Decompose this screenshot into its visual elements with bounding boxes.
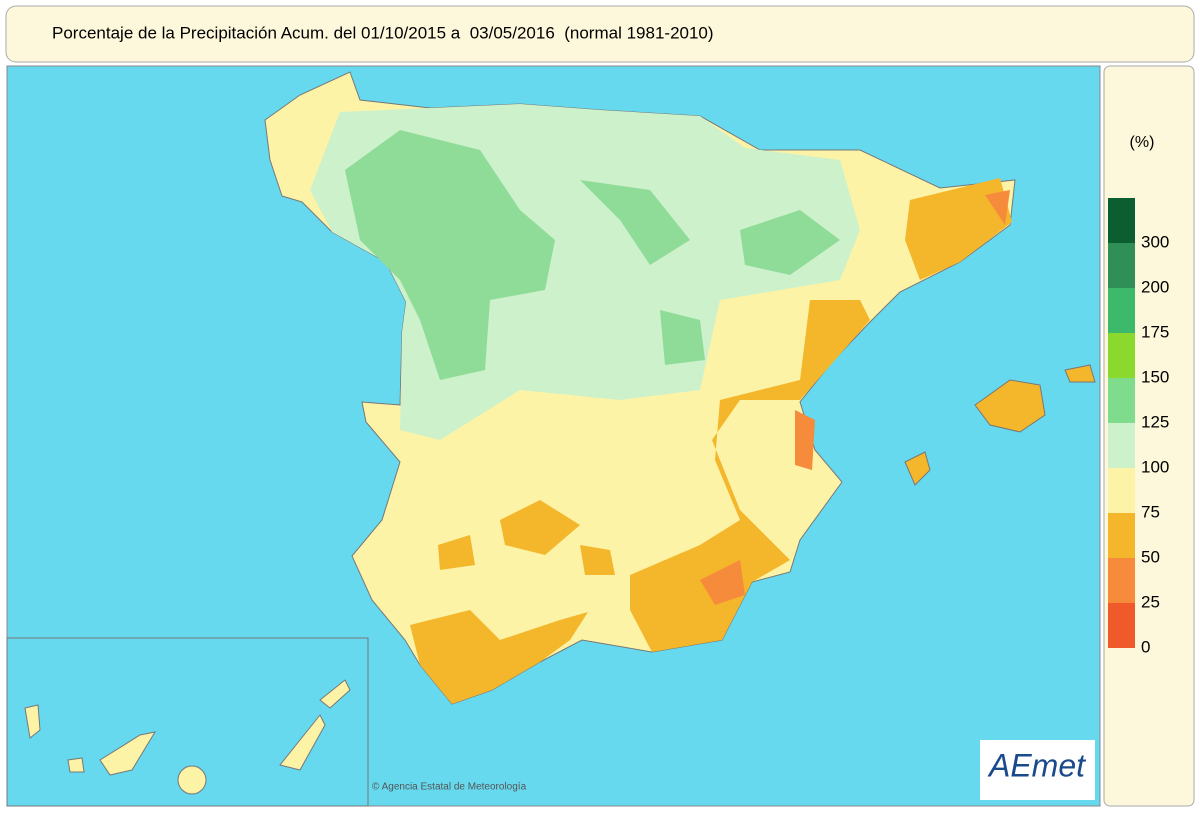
logo-box <box>980 740 1095 800</box>
legend-tick-label: 200 <box>1141 277 1169 296</box>
map-title: Porcentaje de la Precipitación Acum. del… <box>52 23 714 42</box>
legend-swatch <box>1108 333 1135 378</box>
spain <box>264 71 1096 705</box>
copyright: © Agencia Estatal de Meteorología <box>372 782 527 793</box>
canary-islands <box>24 679 351 795</box>
canary-inset <box>6 637 369 807</box>
legend-tick-label: 0 <box>1141 637 1150 656</box>
title-box <box>5 5 1195 63</box>
dry-zone <box>630 178 1012 652</box>
legend-tick-label: 50 <box>1141 547 1160 566</box>
logo: AEmet <box>987 747 1086 783</box>
legend-swatch <box>1108 378 1135 423</box>
wet-zone <box>580 180 840 365</box>
legend-tick-label: 150 <box>1141 367 1169 386</box>
legend-swatch <box>1108 603 1135 648</box>
balearic-islands <box>904 364 1096 486</box>
legend-unit: (%) <box>1130 134 1155 151</box>
legend-swatch <box>1108 513 1135 558</box>
legend-tick-label: 100 <box>1141 457 1169 476</box>
legend-tick-label: 125 <box>1141 412 1169 431</box>
legend-swatch <box>1108 468 1135 513</box>
legend-tick-label: 25 <box>1141 592 1160 611</box>
legend-swatch <box>1108 288 1135 333</box>
legend-tick-label: 300 <box>1141 232 1169 251</box>
dry-zone <box>410 500 615 704</box>
legend-tick-label: 175 <box>1141 322 1169 341</box>
legend: 300 200 175 150 125 100 75 50 25 0 <box>1108 198 1169 656</box>
legend-swatch <box>1108 198 1135 243</box>
wet-zone <box>345 130 555 380</box>
legend-swatch <box>1108 558 1135 603</box>
legend-tick-label: 75 <box>1141 502 1160 521</box>
legend-swatch <box>1108 423 1135 468</box>
legend-swatch <box>1108 243 1135 288</box>
